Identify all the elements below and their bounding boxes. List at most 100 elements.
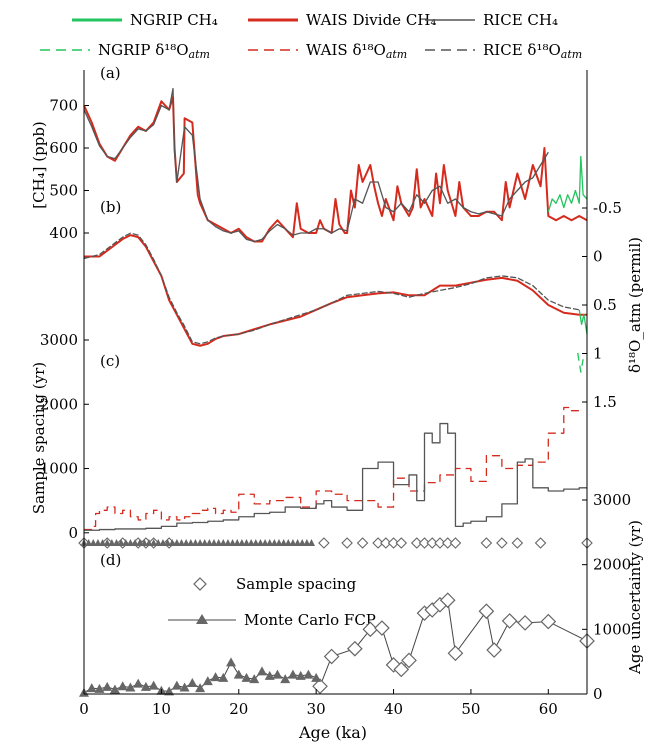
y-tick-label: 0.5 — [593, 296, 617, 314]
sample-spacing-point — [362, 621, 379, 638]
sample-spacing-point — [393, 661, 410, 678]
triangle-row-marker — [117, 539, 125, 546]
diamond-row-marker — [372, 537, 384, 549]
monte-carlo-point — [233, 669, 244, 679]
y-tick-label: 0 — [593, 685, 603, 703]
monte-carlo-point — [125, 682, 136, 692]
monte-carlo-point — [280, 674, 291, 684]
monte-carlo-point — [148, 680, 159, 690]
x-tick-label: 40 — [384, 700, 403, 718]
panel-b-oxygen-isotope: (b) -0.5 0 0.5 1 1.5 δ¹⁸O_atm (permil) — [83, 198, 644, 411]
triangle-row-marker — [243, 539, 251, 546]
triangle-row-marker — [140, 539, 148, 546]
triangle-row-marker — [113, 539, 121, 546]
triangle-row-marker — [289, 539, 297, 546]
legend-triangle — [196, 614, 208, 624]
y-tick-label: 400 — [49, 224, 78, 242]
top-legend: NGRIP CH₄ WAIS Divide CH₄ RICE CH₄ NGRIP δ¹… — [40, 11, 582, 61]
y-tick-label: 1000 — [40, 460, 78, 478]
monte-carlo-point — [94, 683, 105, 693]
diamond-row-marker — [356, 537, 369, 549]
triangle-row-marker — [261, 539, 269, 546]
monte-carlo-point — [117, 681, 128, 691]
x-tick-label: 30 — [307, 700, 326, 718]
y-axis-label: Sample spacing (yr) — [30, 362, 48, 514]
monte-carlo-point — [133, 678, 144, 688]
y-tick-label: 0 — [593, 248, 603, 266]
monte-carlo-point — [210, 672, 221, 682]
y-tick-label: 600 — [49, 139, 78, 157]
x-tick-label: 60 — [539, 700, 558, 718]
legend-label: RICE CH₄ — [483, 11, 558, 29]
series-line — [547, 155, 588, 212]
y-tick-label: 1000 — [593, 620, 631, 638]
triangle-row-marker — [145, 539, 153, 546]
monte-carlo-point — [195, 683, 206, 693]
axes-frame: 0 10 20 30 40 50 60 — [79, 70, 588, 718]
triangle-row-marker — [238, 539, 246, 546]
diamond-row-marker — [387, 537, 400, 549]
series-line — [577, 352, 584, 373]
triangle-row-marker — [275, 539, 283, 546]
monte-carlo-point — [86, 683, 97, 693]
panel-label: (d) — [100, 551, 121, 569]
triangle-row-marker — [247, 539, 255, 546]
triangle-row-marker — [136, 539, 144, 546]
x-tick-label: 20 — [229, 700, 248, 718]
diamond-row-marker — [341, 537, 353, 549]
diamond-row-marker — [441, 537, 454, 549]
diamond-row-marker — [380, 537, 392, 549]
monte-carlo-point — [171, 680, 182, 690]
monte-carlo-point — [102, 681, 113, 691]
triangle-row-marker — [233, 539, 241, 546]
panel-label: (c) — [100, 352, 120, 370]
series-line — [84, 234, 587, 347]
sample-spacing-point — [346, 640, 363, 657]
diamond-row-marker — [318, 537, 330, 549]
triangle-row-marker — [284, 539, 292, 546]
triangle-row-marker — [196, 539, 204, 546]
sample-spacing-point — [501, 613, 518, 629]
triangle-row-marker — [154, 539, 162, 546]
triangle-row-marker — [126, 539, 134, 546]
series-line — [84, 422, 587, 531]
sample-spacing-point — [540, 613, 557, 630]
panel-c-sample-spacing: (c) 0 1000 2000 3000 Sample spacing (yr) — [30, 331, 587, 542]
y-tick-label: 2000 — [593, 556, 631, 574]
monte-carlo-point — [187, 678, 198, 688]
y-axis-label: Age uncertainty (yr) — [626, 520, 644, 675]
diamond-row-marker — [434, 537, 446, 549]
triangle-row-marker — [108, 539, 116, 546]
diamond-row-marker — [426, 537, 439, 549]
legend-label-sample-spacing: Sample spacing — [236, 575, 357, 593]
y-tick-label: 3000 — [593, 491, 631, 509]
triangle-row-marker — [303, 539, 311, 546]
triangle-row-marker — [191, 539, 199, 546]
triangle-row-marker — [224, 539, 232, 546]
diamond-row-marker — [410, 537, 423, 549]
monte-carlo-point — [140, 681, 151, 691]
sample-spacing-point — [374, 620, 390, 636]
diamond-row-marker — [480, 537, 493, 549]
triangle-row-marker — [210, 539, 218, 546]
diamond-row-marker — [496, 537, 508, 549]
triangle-row-marker — [294, 539, 302, 546]
y-tick-label: 1.5 — [593, 393, 617, 411]
monte-carlo-point — [287, 669, 298, 679]
monte-carlo-point — [241, 672, 252, 682]
triangle-row-marker — [168, 539, 176, 546]
y-axis-label: δ¹⁸O_atm (permil) — [626, 237, 644, 373]
sample-spacing-point — [478, 603, 495, 620]
triangle-row-marker — [150, 539, 158, 546]
y-tick-label: -0.5 — [593, 199, 622, 217]
legend-label: WAIS Divide CH₄ — [306, 11, 436, 29]
triangle-row-marker — [229, 539, 237, 546]
triangle-row-marker — [280, 539, 288, 546]
triangle-row-marker — [173, 539, 181, 546]
monte-carlo-point — [303, 669, 314, 679]
sample-spacing-point — [517, 615, 533, 631]
triangle-row-marker — [182, 539, 190, 546]
triangle-row-marker — [298, 539, 306, 546]
triangle-row-marker — [201, 539, 209, 546]
